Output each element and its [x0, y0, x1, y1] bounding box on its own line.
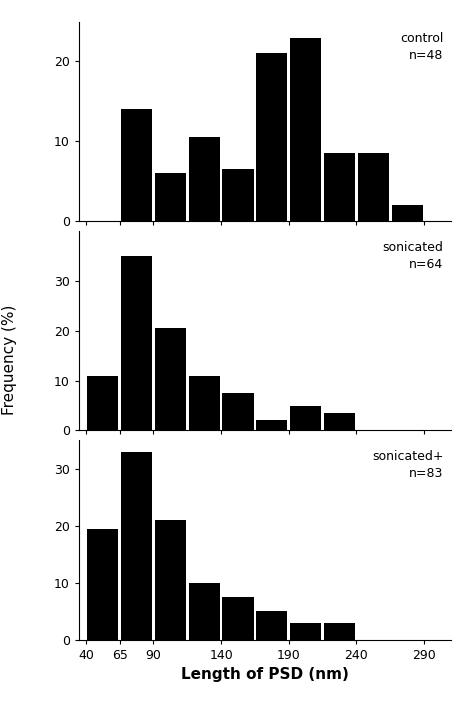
Bar [222, 393, 253, 431]
Bar [256, 611, 287, 640]
Text: sonicated
n=64: sonicated n=64 [383, 241, 444, 271]
Bar [189, 375, 220, 431]
Bar [155, 329, 186, 431]
Bar [392, 205, 423, 221]
Bar [155, 173, 186, 221]
Bar [87, 375, 118, 431]
Bar [290, 623, 321, 640]
Bar [324, 623, 355, 640]
Bar [121, 452, 152, 640]
Bar [121, 256, 152, 431]
Bar [324, 413, 355, 431]
Bar [189, 137, 220, 221]
Text: control
n=48: control n=48 [400, 32, 444, 62]
Bar [290, 406, 321, 431]
Bar [290, 37, 321, 221]
Text: Frequency (%): Frequency (%) [2, 304, 17, 415]
Bar [256, 53, 287, 221]
Bar [324, 153, 355, 221]
Bar [256, 421, 287, 431]
Bar [155, 521, 186, 640]
Bar [121, 109, 152, 221]
Text: sonicated+
n=83: sonicated+ n=83 [372, 450, 444, 480]
Bar [358, 153, 389, 221]
Bar [222, 597, 253, 640]
Bar [189, 583, 220, 640]
Bar [222, 169, 253, 221]
Bar [87, 528, 118, 640]
X-axis label: Length of PSD (nm): Length of PSD (nm) [181, 667, 349, 682]
